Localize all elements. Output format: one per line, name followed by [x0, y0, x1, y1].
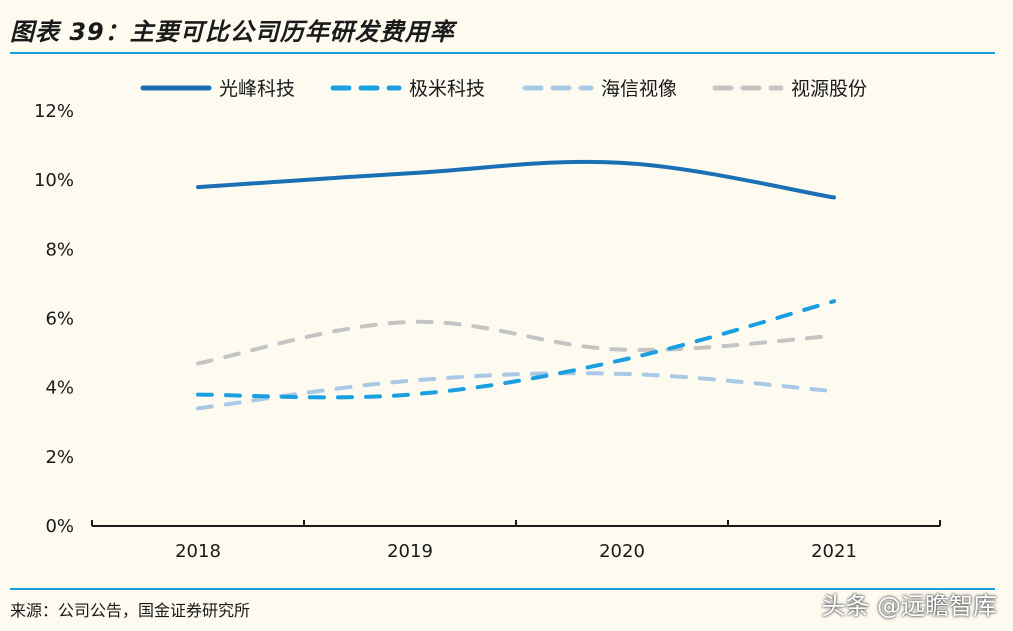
series-line-3: [196, 371, 836, 411]
series-line-2: [196, 299, 836, 400]
x-tick-label: 2018: [175, 541, 221, 562]
title-rule: [10, 52, 995, 54]
source-note: 来源：公司公告，国金证券研究所: [10, 601, 251, 620]
footer-rule: [10, 588, 995, 590]
legend-label-3: 海信视像: [601, 78, 677, 100]
x-tick-label: 2020: [599, 541, 645, 562]
legend-label-2: 极米科技: [409, 78, 485, 100]
line-chart: 2018 2019 2020 2021 0% 2% 4% 6% 8% 10% 12% 光峰科技 极米科技…: [34, 78, 941, 562]
x-tick-label: 2021: [811, 541, 857, 562]
watermark: 头条 @远瞻智库: [821, 592, 997, 620]
y-tick-label: 4%: [45, 378, 74, 399]
y-tick-label: 12%: [34, 101, 74, 122]
series-line-4: [196, 319, 836, 366]
legend-label-4: 视源股份: [791, 78, 867, 100]
legend-label-1: 光峰科技: [219, 78, 295, 100]
y-tick-label: 8%: [45, 239, 74, 260]
y-tick-label: 0%: [45, 516, 74, 537]
y-tick-label: 6%: [45, 309, 74, 330]
y-tick-label: 10%: [34, 170, 74, 191]
x-tick-label: 2019: [387, 541, 433, 562]
series-line-1: [196, 159, 836, 200]
figure-title: 图表 39：主要可比公司历年研发费用率: [10, 18, 455, 46]
y-tick-label: 2%: [45, 447, 74, 468]
